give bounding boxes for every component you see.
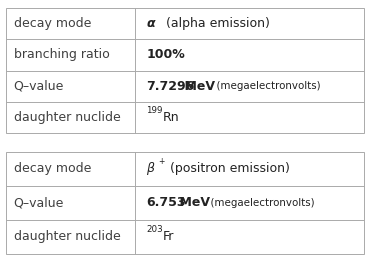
- Text: 100%: 100%: [146, 48, 185, 61]
- Text: Q–value: Q–value: [14, 80, 64, 93]
- Text: Fr: Fr: [162, 230, 174, 243]
- Text: MeV: MeV: [182, 80, 215, 93]
- Text: +: +: [158, 156, 165, 166]
- Text: decay mode: decay mode: [14, 162, 91, 175]
- Text: 203: 203: [146, 225, 163, 234]
- Text: 7.7296: 7.7296: [146, 80, 194, 93]
- Text: daughter nuclide: daughter nuclide: [14, 230, 121, 243]
- Text: (megaelectronvolts): (megaelectronvolts): [204, 198, 315, 208]
- Text: Q–value: Q–value: [14, 196, 64, 209]
- Text: 6.753: 6.753: [146, 196, 186, 209]
- Text: Rn: Rn: [162, 111, 179, 124]
- Text: (megaelectronvolts): (megaelectronvolts): [210, 81, 321, 91]
- Text: branching ratio: branching ratio: [14, 48, 110, 61]
- Text: 199: 199: [146, 106, 163, 115]
- Text: decay mode: decay mode: [14, 17, 91, 30]
- Text: (positron emission): (positron emission): [166, 162, 290, 175]
- Text: daughter nuclide: daughter nuclide: [14, 111, 121, 124]
- Bar: [6, 8, 364, 133]
- Text: β: β: [146, 162, 154, 175]
- Text: MeV: MeV: [177, 196, 210, 209]
- Bar: [6, 152, 364, 254]
- Text: α: α: [146, 17, 155, 30]
- Text: (alpha emission): (alpha emission): [162, 17, 270, 30]
